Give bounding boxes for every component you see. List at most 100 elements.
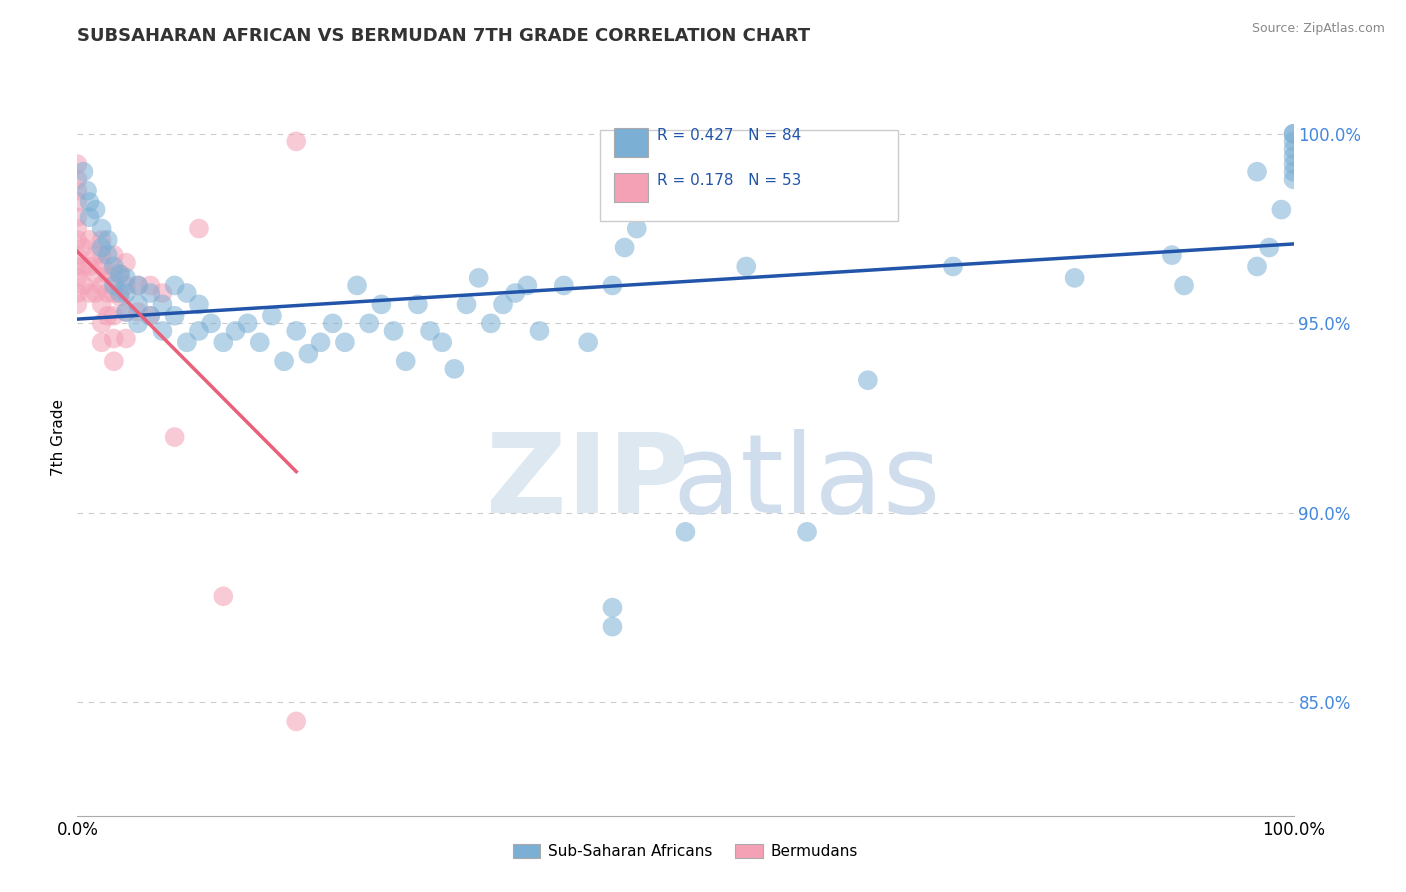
Point [115,270,138,285]
Point [273,354,295,368]
Point [626,221,648,235]
Point [139,285,162,300]
Point [333,335,356,350]
Text: atlas: atlas [673,429,941,536]
Point [1161,248,1184,262]
Point [103,278,125,293]
Point [90,278,112,293]
Point [72,164,94,178]
Point [176,335,198,350]
Point [103,331,125,345]
Text: R = 0.178   N = 53: R = 0.178 N = 53 [658,172,801,187]
Point [163,278,186,293]
Point [127,297,149,311]
Point [492,297,515,311]
Point [1282,149,1305,163]
Point [1282,164,1305,178]
Point [200,316,222,330]
Bar [613,173,648,202]
Point [66,260,89,274]
Point [249,335,271,350]
Point [212,589,235,603]
Point [576,335,599,350]
Point [115,278,138,293]
Point [90,260,112,274]
Point [97,267,120,281]
Point [1258,240,1281,254]
Point [212,335,235,350]
Point [285,714,308,729]
Point [529,324,551,338]
Point [430,335,453,350]
Point [66,221,89,235]
Point [1246,260,1268,274]
Point [856,373,879,387]
Point [406,297,429,311]
Text: R = 0.427   N = 84: R = 0.427 N = 84 [658,128,801,143]
Point [115,255,138,269]
Point [942,260,965,274]
Point [127,278,149,293]
Point [66,297,89,311]
Point [90,233,112,247]
Point [66,210,89,224]
Text: Source: ZipAtlas.com: Source: ZipAtlas.com [1251,22,1385,36]
Point [108,267,131,281]
Point [285,324,308,338]
Point [66,248,89,262]
Point [613,240,636,254]
Point [90,297,112,311]
Point [79,194,101,209]
Point [1282,157,1305,171]
Point [90,248,112,262]
Point [72,240,94,254]
Point [115,285,138,300]
Point [90,221,112,235]
Point [72,260,94,274]
Point [103,248,125,262]
Point [84,285,107,300]
Point [90,240,112,254]
Point [224,324,246,338]
Legend: Sub-Saharan Africans, Bermudans: Sub-Saharan Africans, Bermudans [506,838,865,865]
Point [395,354,418,368]
Point [1246,164,1268,178]
Point [1173,278,1195,293]
Point [66,285,89,300]
Point [66,233,89,247]
Point [359,316,381,330]
Point [152,297,174,311]
Text: SUBSAHARAN AFRICAN VS BERMUDAN 7TH GRADE CORRELATION CHART: SUBSAHARAN AFRICAN VS BERMUDAN 7TH GRADE… [77,28,810,45]
Point [346,278,368,293]
Point [479,316,502,330]
Point [553,278,575,293]
Point [1282,127,1305,141]
Point [260,309,283,323]
Point [602,278,624,293]
Point [79,233,101,247]
Point [1282,142,1305,156]
Point [1270,202,1292,217]
Point [188,324,211,338]
Point [443,361,465,376]
Point [108,285,131,300]
Point [139,309,162,323]
Point [66,194,89,209]
Point [1282,127,1305,141]
Point [382,324,405,338]
Point [66,157,89,171]
Point [127,305,149,319]
Point [79,210,101,224]
Point [97,248,120,262]
Point [103,309,125,323]
Y-axis label: 7th Grade: 7th Grade [51,399,66,475]
Point [139,309,162,323]
Point [97,309,120,323]
Point [66,270,89,285]
Point [103,267,125,281]
Point [467,270,489,285]
Point [97,285,120,300]
Point [1063,270,1085,285]
Point [97,233,120,247]
Point [309,335,332,350]
